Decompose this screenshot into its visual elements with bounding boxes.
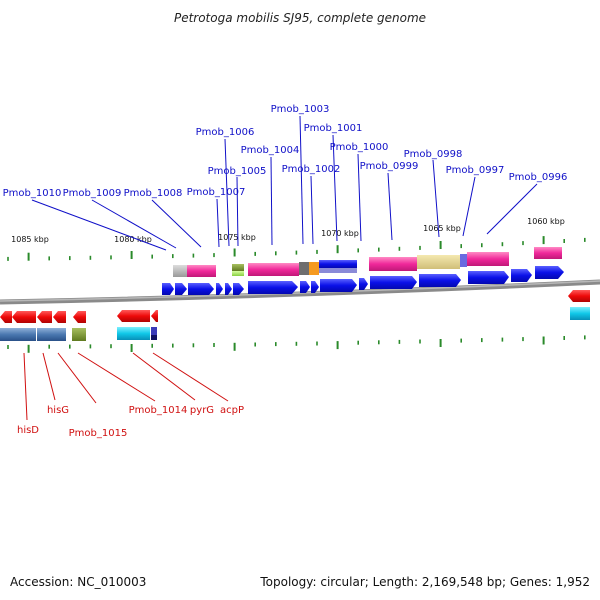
gene-label[interactable]: Pmob_1006 <box>196 127 255 138</box>
forward-gene-row <box>162 266 564 295</box>
gene-arrow[interactable] <box>151 310 158 322</box>
gene-label[interactable]: Pmob_1000 <box>330 142 389 153</box>
gene-arrow[interactable] <box>225 283 232 295</box>
bottom-label-leaders <box>23 352 229 421</box>
gene-label[interactable]: acpP <box>220 405 244 416</box>
tick-label: 1085 kbp <box>11 235 49 244</box>
genome-title: Petrotoga mobilis SJ95, complete genome <box>174 11 426 25</box>
feature-box[interactable] <box>309 262 319 275</box>
gene-arrow[interactable] <box>216 283 223 295</box>
feature-box[interactable] <box>467 252 509 266</box>
gene-arrow[interactable] <box>12 311 36 323</box>
gene-arrow[interactable] <box>188 283 214 295</box>
feature-box[interactable] <box>570 307 590 320</box>
genome-summary-text: Topology: circular; Length: 2,169,548 bp… <box>259 575 590 589</box>
gene-arrow[interactable] <box>359 278 368 290</box>
top-tick-row <box>7 236 586 261</box>
gene-arrow[interactable] <box>117 310 150 322</box>
gene-arrow[interactable] <box>320 279 357 292</box>
gene-arrow[interactable] <box>175 283 187 295</box>
feature-box[interactable] <box>369 257 417 271</box>
gene-label[interactable]: Pmob_1003 <box>271 104 330 115</box>
feature-box[interactable] <box>248 263 299 276</box>
gene-arrow[interactable] <box>37 311 52 323</box>
tick-label: 1070 kbp <box>321 229 359 238</box>
gene-label[interactable]: Pmob_1008 <box>124 188 183 199</box>
gene-label[interactable]: Pmob_1014 <box>129 405 188 416</box>
gene-label[interactable]: Pmob_1001 <box>304 123 363 134</box>
gene-label[interactable]: Pmob_1002 <box>282 164 341 175</box>
gene-arrow[interactable] <box>370 276 417 289</box>
feature-box[interactable] <box>187 265 216 277</box>
gene-label[interactable]: Pmob_1009 <box>63 188 122 199</box>
gene-arrow[interactable] <box>0 311 12 323</box>
gene-label[interactable]: hisG <box>47 405 69 416</box>
gene-label[interactable]: pyrG <box>190 405 214 416</box>
feature-box[interactable] <box>173 265 187 277</box>
feature-box[interactable] <box>0 328 36 341</box>
gene-label[interactable]: hisD <box>17 425 39 436</box>
feature-box[interactable] <box>151 335 157 340</box>
gene-arrow[interactable] <box>73 311 86 323</box>
gene-arrow[interactable] <box>53 311 66 323</box>
feature-box[interactable] <box>534 247 562 259</box>
tick-label: 1080 kbp <box>114 235 152 244</box>
gene-arrow[interactable] <box>568 290 590 302</box>
accession-text: Accession: NC_010003 <box>10 575 146 589</box>
reverse-feature-row <box>0 307 590 341</box>
tick-label: 1065 kbp <box>423 224 461 233</box>
gene-arrow[interactable] <box>511 269 532 282</box>
feature-box[interactable] <box>151 327 157 335</box>
gene-arrow[interactable] <box>300 281 310 293</box>
gene-arrow[interactable] <box>535 266 564 279</box>
feature-box[interactable] <box>417 255 460 269</box>
reverse-gene-row <box>0 290 590 323</box>
gene-label[interactable]: Pmob_1010 <box>3 188 62 199</box>
gene-arrow[interactable] <box>233 283 244 295</box>
gene-label[interactable]: Pmob_1015 <box>69 428 128 439</box>
gene-arrow[interactable] <box>162 283 174 295</box>
gene-arrow[interactable] <box>419 274 461 287</box>
genome-backbone <box>0 279 600 305</box>
forward-feature-row <box>173 247 562 277</box>
gene-label[interactable]: Pmob_0997 <box>446 165 505 176</box>
feature-box[interactable] <box>460 254 467 267</box>
feature-box[interactable] <box>117 327 150 340</box>
tick-label: 1060 kbp <box>527 217 565 226</box>
gene-arrow[interactable] <box>311 281 319 293</box>
feature-box[interactable] <box>299 262 309 275</box>
feature-box[interactable] <box>72 328 86 341</box>
top-label-leaders <box>31 115 538 251</box>
feature-box[interactable] <box>319 268 357 273</box>
feature-box[interactable] <box>232 264 244 271</box>
feature-box[interactable] <box>232 271 244 276</box>
gene-label[interactable]: Pmob_1004 <box>241 145 300 156</box>
bottom-tick-row <box>7 335 586 353</box>
gene-label[interactable]: Pmob_1005 <box>208 166 267 177</box>
feature-box[interactable] <box>37 328 66 341</box>
gene-arrow[interactable] <box>248 281 298 294</box>
gene-arrow[interactable] <box>468 271 509 284</box>
tick-label: 1075 kbp <box>218 233 256 242</box>
feature-box[interactable] <box>319 260 357 268</box>
gene-label[interactable]: Pmob_1007 <box>187 187 246 198</box>
gene-label[interactable]: Pmob_0996 <box>509 172 568 183</box>
gene-label[interactable]: Pmob_0998 <box>404 149 463 160</box>
gene-label[interactable]: Pmob_0999 <box>360 161 419 172</box>
